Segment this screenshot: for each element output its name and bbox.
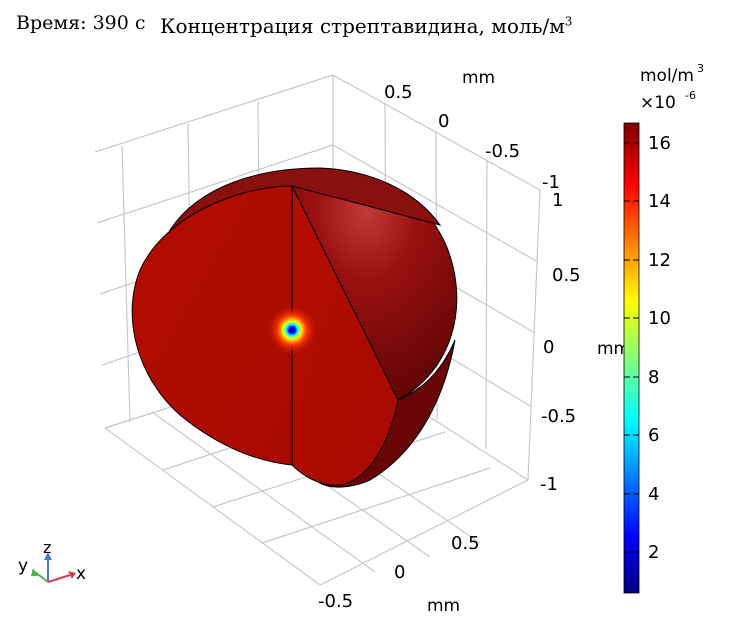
- grid-line: [104, 427, 321, 586]
- bottom-axis-tick: 0: [394, 562, 405, 583]
- triad-x-axis: [47, 574, 71, 583]
- grid-line: [319, 479, 529, 586]
- triad-z-label: z: [43, 538, 51, 557]
- bottom-axis-tick: -0.5: [318, 591, 353, 612]
- grid-line: [485, 159, 488, 450]
- plot-title-text: Концентрация стрептавидина, моль/м: [160, 14, 565, 38]
- triad-x-label: x: [76, 564, 86, 584]
- top-axis-tick: 0: [438, 111, 449, 132]
- right-axis-unit: mm: [597, 339, 630, 359]
- triad-y-label: y: [18, 556, 28, 576]
- bottom-axis-unit: mm: [427, 596, 460, 616]
- colorbar-tick: 4: [648, 484, 659, 505]
- top-axis-tick: 0.5: [384, 82, 413, 103]
- triad-y-axis: [34, 571, 49, 583]
- grid-line: [94, 74, 334, 153]
- colorbar: [623, 122, 640, 594]
- colorbar-tick: 8: [648, 367, 659, 388]
- colorbar-tick: 2: [648, 542, 659, 563]
- right-axis-tick: -1: [540, 474, 558, 495]
- concentration-hotspot: [266, 304, 318, 356]
- cut-face-left: [131, 185, 293, 466]
- colorbar-scale-sup: -6: [685, 89, 696, 102]
- triad-y-arrow: [31, 568, 38, 576]
- triad-z-arrow: [44, 552, 52, 560]
- right-axis-tick: -0.5: [541, 406, 576, 427]
- colorbar-unit: mol/m: [640, 66, 694, 86]
- colorbar-unit-sup: 3: [697, 62, 704, 75]
- cut-face-right: [291, 185, 399, 486]
- triad-x-arrow: [68, 571, 76, 579]
- time-label-text: Время: 390 с: [16, 12, 146, 34]
- colorbar-tick: 10: [648, 308, 671, 329]
- axis-triad: z x y: [18, 538, 86, 584]
- grid-line: [261, 467, 491, 544]
- colorbar-tick: 12: [648, 250, 671, 271]
- grid-line: [121, 145, 131, 423]
- right-axis-tick: 1: [552, 190, 563, 211]
- top-axis-tick: -0.5: [485, 141, 520, 162]
- colorbar-tick: 16: [648, 133, 671, 154]
- plot-title: Концентрация стрептавидина, моль/м3: [160, 14, 572, 38]
- bottom-axis-tick: 0.5: [451, 533, 480, 554]
- colorbar-ticks: [624, 142, 639, 553]
- right-axis-tick: 0.5: [552, 265, 581, 286]
- right-axis-tick: 0: [543, 337, 554, 358]
- colorbar-scale: ×10: [640, 93, 676, 113]
- grid-line: [151, 411, 376, 573]
- time-label: Время: 390 с: [16, 12, 146, 34]
- top-axis-unit: mm: [462, 68, 495, 88]
- grid-line: [96, 144, 334, 224]
- grid-line: [527, 189, 541, 481]
- top-axis-tick: -1: [542, 172, 560, 193]
- sphere-shell-top: [168, 167, 442, 231]
- colorbar-tick: 6: [648, 425, 659, 446]
- colorbar-tick: 14: [648, 191, 671, 212]
- grid-line: [332, 144, 539, 263]
- plot-title-sup: 3: [564, 14, 573, 29]
